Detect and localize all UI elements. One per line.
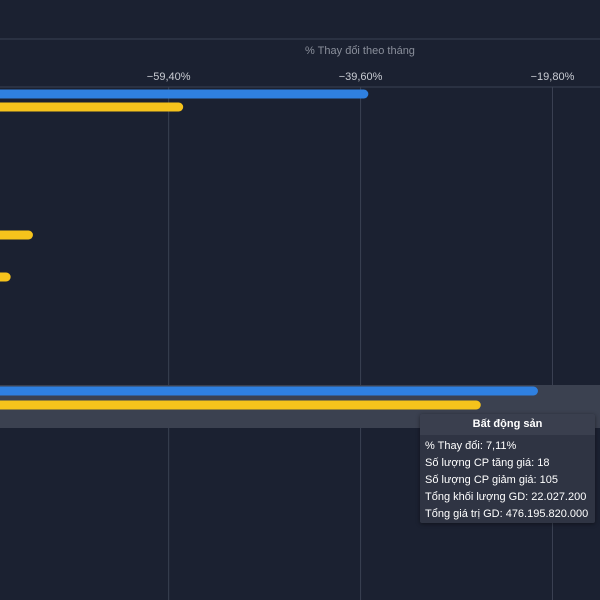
bar[interactable] (0, 272, 11, 282)
x-tick-label: −59,40% (147, 71, 191, 83)
tooltip-line-decliners: Số lượng CP giảm giá: 105 (425, 474, 559, 486)
x-tick-label: −19,80% (531, 71, 575, 83)
x-axis-ticks: −59,40% −39,60% −19,80% (147, 71, 575, 83)
bar[interactable] (0, 400, 481, 410)
bar[interactable] (0, 89, 369, 99)
bar[interactable] (0, 102, 184, 112)
bar[interactable] (0, 230, 33, 240)
bars (0, 89, 538, 410)
tooltip-line-advancers: Số lượng CP tăng giá: 18 (425, 457, 550, 469)
bar[interactable] (0, 386, 538, 396)
tooltip: Bất động sản % Thay đổi: 7,11% Số lượng … (420, 414, 595, 523)
tooltip-title: Bất động sản (420, 414, 595, 435)
tooltip-line-volume: Tổng khối lượng GD: 22.027.200 (425, 491, 587, 503)
x-axis-title: % Thay đổi theo tháng (305, 45, 415, 57)
tooltip-line-value: Tổng giá trị GD: 476.195.820.000 (425, 508, 589, 520)
gridlines (0, 86, 600, 600)
tooltip-line-change: % Thay đổi: 7,11% (425, 440, 517, 452)
x-tick-label: −39,60% (339, 71, 383, 83)
